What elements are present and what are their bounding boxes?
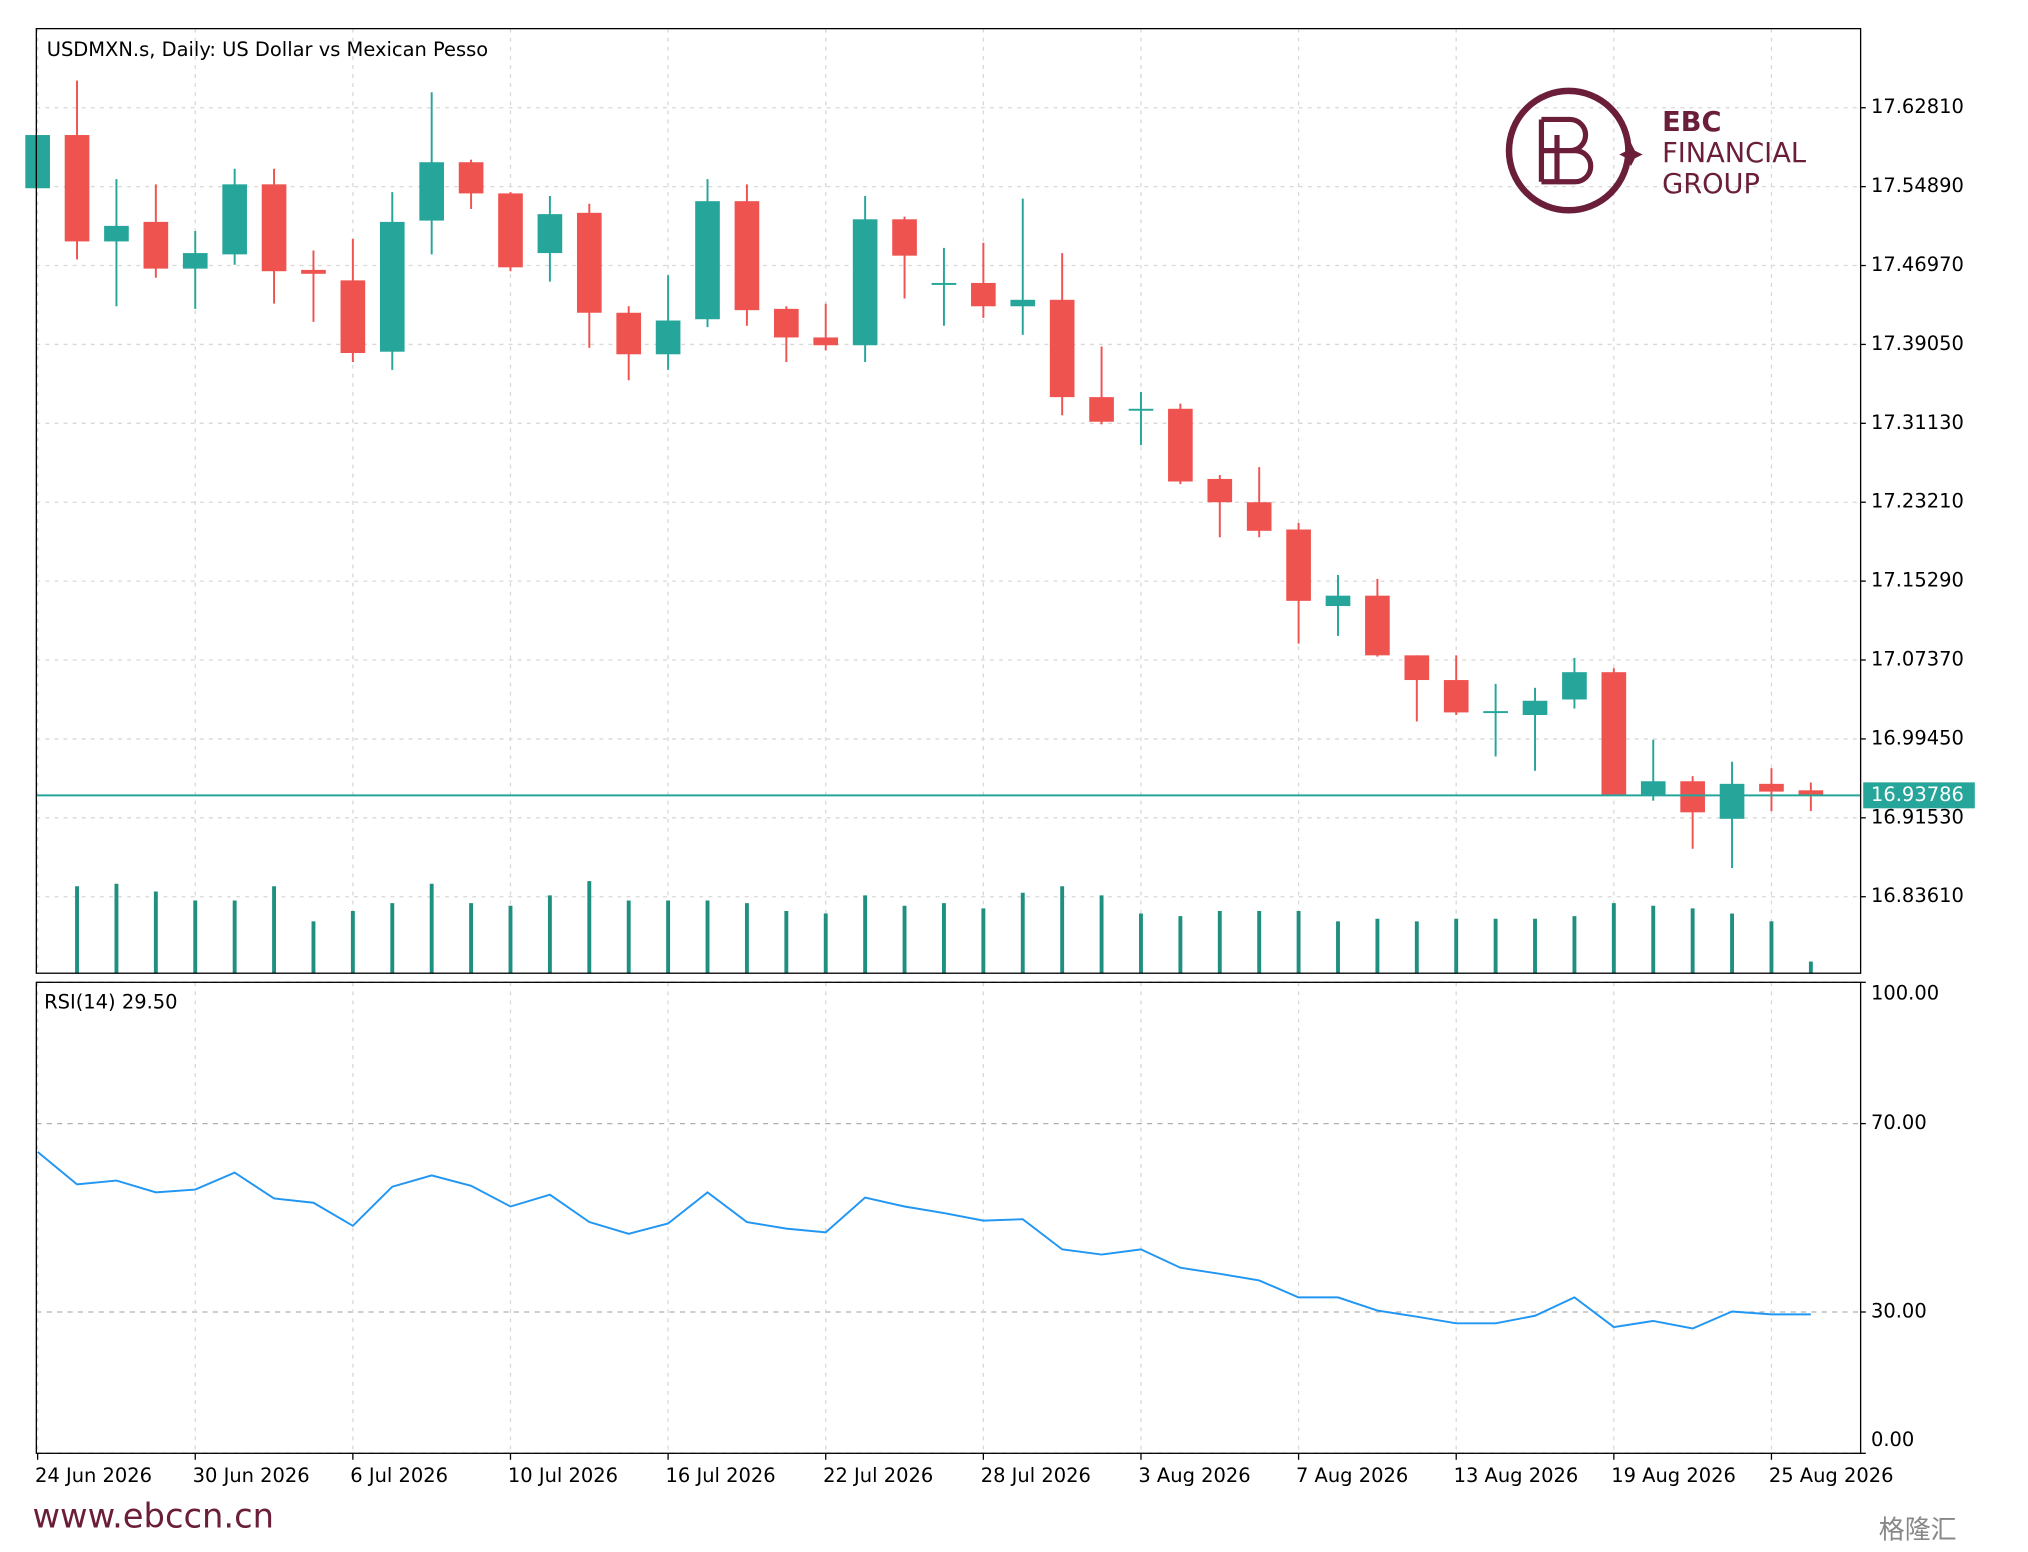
candle-body [1680,781,1705,813]
candle-body [1601,672,1627,796]
candle-body [1128,408,1154,411]
y-tick-label: 0.00 [1871,1428,1914,1451]
logo-text: EBC [1662,107,1721,138]
candle-body [222,184,247,255]
candle-body [616,312,642,355]
y-tick-label: 17.23210 [1871,490,1964,513]
candle-body [852,219,878,346]
candle-body [1010,299,1036,307]
candle-body [734,201,760,311]
price-panel [35,27,1862,974]
logo-glyph [1538,116,1594,185]
y-tick-label: 16.91530 [1871,805,1964,828]
candle-body [419,162,445,221]
candle-body [813,337,839,346]
x-tick-label: 16 Jul 2026 [666,1464,776,1487]
marks [25,80,1861,1330]
rsi-label: RSI(14) 29.50 [44,991,177,1014]
x-tick-label: 13 Aug 2026 [1454,1464,1579,1487]
y-tick-label: 17.15290 [1871,569,1964,592]
x-tick-label: 7 Aug 2026 [1296,1464,1408,1487]
current-price-box [1863,782,1975,809]
candle-body [695,201,720,320]
candle-body [1483,711,1508,714]
candle-body [1404,655,1430,681]
candle-body [379,221,405,352]
candle-body [1798,790,1824,796]
candle-body [537,214,563,254]
candle-body [340,280,366,353]
candle-body [892,219,917,256]
candle-body [576,212,602,313]
x-tick-label: 22 Jul 2026 [823,1464,933,1487]
y-tick-label: 16.99450 [1871,726,1964,749]
x-tick-label: 19 Aug 2026 [1611,1464,1736,1487]
x-tick-label: 10 Jul 2026 [508,1464,618,1487]
candle-body [1562,672,1587,700]
candle-body [1325,595,1351,607]
x-tick-label: 25 Aug 2026 [1769,1464,1894,1487]
y-tick-label: 17.46970 [1871,253,1964,276]
candle-body [774,308,799,338]
candle-body [143,221,169,269]
x-tick-label: 6 Jul 2026 [350,1464,448,1487]
candle-body [498,193,523,268]
candle-body [655,320,681,355]
candle-body [25,135,50,189]
candle-body [1759,783,1784,792]
candle-body [104,225,129,242]
candle-body [261,184,287,272]
y-tick-label: 17.39050 [1871,332,1964,355]
logo-text: FINANCIAL [1662,138,1807,169]
candle-body [1640,781,1666,796]
logo-text: GROUP [1662,169,1760,200]
candle-body [1089,397,1114,422]
chart-title: USDMXN.s, Daily: US Dollar vs Mexican Pe… [47,38,489,61]
y-tick-label: 17.07370 [1871,648,1964,671]
candle-body [301,269,326,274]
y-tick-label: 17.62810 [1871,95,1964,118]
watermark: 格隆汇 [1879,1516,1957,1546]
candle-body [458,162,484,194]
candle-body [1522,700,1548,716]
candle-body [1365,595,1390,656]
x-tick-label: 3 Aug 2026 [1138,1464,1250,1487]
candle-body [1168,408,1193,482]
candle-body [1207,478,1233,503]
candle-body [1049,299,1075,398]
rsi-panel [35,981,1862,1454]
candle-body [1286,529,1311,601]
candle-body [182,253,208,269]
x-tick-label: 28 Jul 2026 [981,1464,1091,1487]
logo: EBC FINANCIAL GROUP [1505,87,1807,214]
y-tick-label: 16.83610 [1871,884,1964,907]
y-tick-label: 70.00 [1871,1111,1927,1134]
candle-body [1246,502,1272,531]
x-tick-label: 30 Jun 2026 [193,1464,310,1487]
candle-body [931,282,957,285]
footer-url: www.ebccn.cn [32,1497,274,1536]
rsi-line [37,1151,1811,1330]
y-tick-label: 100.00 [1871,981,1939,1004]
candle-body [971,282,996,307]
current-price-label: 16.93786 [1871,783,1964,806]
y-tick-label: 17.31130 [1871,411,1964,434]
logo-star [1619,142,1643,167]
candle-body [1443,680,1469,713]
candle-body [1719,783,1745,819]
y-tick-label: 30.00 [1871,1299,1927,1322]
y-tick-label: 17.54890 [1871,174,1964,197]
x-tick-label: 24 Jun 2026 [35,1464,152,1487]
candle-body [64,135,90,242]
